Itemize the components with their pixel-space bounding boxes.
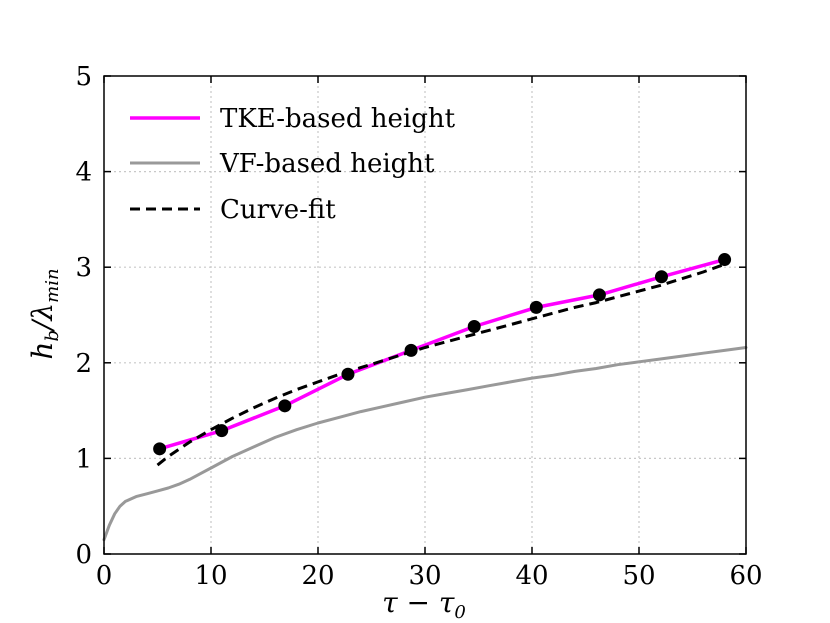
y-tick-label: 2 xyxy=(75,349,92,379)
data-point xyxy=(278,399,292,413)
y-axis-label-sub-b: b xyxy=(42,330,63,342)
data-point xyxy=(467,319,481,333)
x-tick-label: 40 xyxy=(515,561,548,591)
data-point xyxy=(654,270,668,284)
legend-label-vf: VF-based height xyxy=(219,149,435,179)
x-tick-label: 50 xyxy=(622,561,655,591)
x-tick-label: 30 xyxy=(408,561,441,591)
data-point xyxy=(404,343,418,357)
data-point xyxy=(341,367,355,381)
data-point xyxy=(215,424,229,438)
y-axis-label-lambda: /λ xyxy=(26,303,59,333)
y-axis-label: hb/λmin xyxy=(26,268,63,359)
y-tick-label: 1 xyxy=(75,444,92,474)
x-axis-label: τ − τ0 xyxy=(382,586,466,623)
x-axis-label-main: τ − τ xyxy=(382,586,455,619)
x-tick-label: 60 xyxy=(729,561,762,591)
y-tick-label: 3 xyxy=(75,253,92,283)
x-axis-label-sub: 0 xyxy=(454,602,465,623)
legend: TKE-based height VF-based height Curve-f… xyxy=(130,104,456,225)
y-tick-label: 5 xyxy=(75,62,92,92)
x-tick-label: 10 xyxy=(194,561,227,591)
y-axis-label-sub-min: min xyxy=(42,268,63,302)
legend-label-tke: TKE-based height xyxy=(220,104,456,134)
series-line-vf xyxy=(102,346,748,542)
y-tick-label: 0 xyxy=(75,540,92,570)
series-layer xyxy=(102,253,748,542)
series-line-tke xyxy=(157,257,727,451)
x-tick-label: 20 xyxy=(301,561,334,591)
data-point xyxy=(529,300,543,314)
x-tick-label: 0 xyxy=(96,561,113,591)
grid xyxy=(104,76,746,554)
data-point xyxy=(718,253,732,267)
data-point xyxy=(592,288,606,302)
y-tick-label: 4 xyxy=(75,158,92,188)
legend-label-curvefit: Curve-fit xyxy=(220,195,336,225)
series-line-curvefit xyxy=(156,262,726,467)
data-point xyxy=(153,442,167,456)
y-axis-label-h: h xyxy=(26,342,59,360)
axis-ticks: 0 10 20 30 40 50 60 0 1 2 3 4 5 xyxy=(75,62,762,591)
